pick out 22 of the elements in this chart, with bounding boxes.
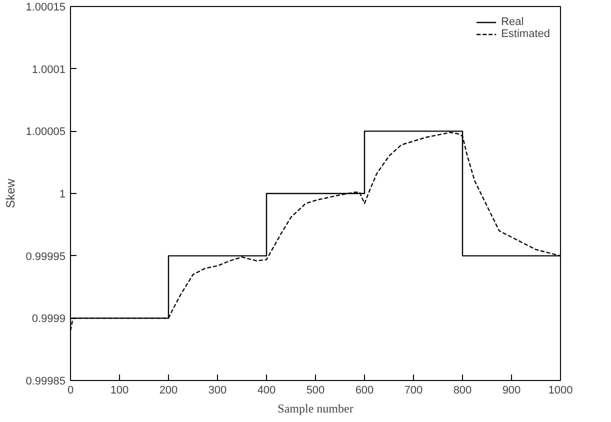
y-tick-label: 1.00015	[26, 2, 66, 14]
legend-label: Estimated	[501, 28, 550, 40]
x-tick-label: 800	[453, 384, 472, 396]
y-tick-label: 0.9999	[32, 313, 66, 326]
x-tick-label: 0	[67, 384, 74, 396]
x-tick-label: 300	[208, 384, 227, 396]
x-tick-label: 1000	[548, 384, 573, 396]
y-tick-label: 1.0001	[32, 64, 66, 76]
x-tick-label: 400	[257, 384, 276, 396]
y-tick-label: 1	[59, 188, 66, 200]
legend-label: Real	[501, 16, 524, 28]
x-axis-title: Sample number	[278, 402, 354, 416]
x-tick-label: 200	[159, 384, 178, 396]
x-tick-label: 600	[355, 384, 374, 396]
y-tick-label: 0.99985	[26, 376, 66, 388]
x-tick-label: 500	[306, 384, 325, 396]
x-tick-label: 900	[502, 384, 521, 396]
y-tick-label: 1.00005	[26, 126, 66, 138]
y-axis-title: Skew	[4, 178, 18, 208]
x-tick-label: 100	[110, 384, 129, 396]
x-tick-label: 700	[404, 384, 423, 396]
y-tick-label: 0.99995	[26, 250, 66, 263]
